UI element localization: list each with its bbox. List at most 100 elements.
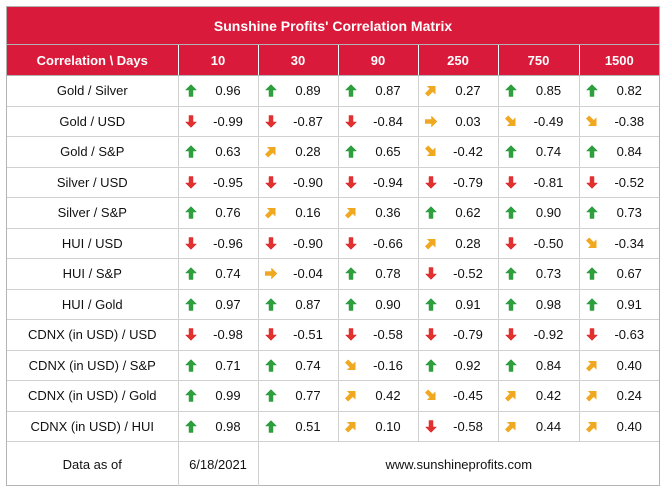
- correlation-cell: 0.44: [497, 411, 579, 442]
- header-correlation-days: Correlation \ Days: [7, 44, 178, 76]
- correlation-cell: 0.67: [578, 258, 660, 290]
- correlation-cell: -0.96: [177, 228, 258, 259]
- correlation-cell: 0.42: [337, 380, 418, 412]
- arrow-down-icon: [499, 237, 523, 250]
- correlation-cell: 0.74: [497, 136, 579, 168]
- arrow-down-icon: [259, 176, 283, 189]
- correlation-cell: 0.73: [578, 197, 660, 229]
- header-days-250: 250: [417, 44, 498, 76]
- correlation-value: -0.79: [453, 327, 483, 343]
- correlation-value: 0.82: [616, 83, 642, 99]
- correlation-cell: 0.28: [417, 228, 498, 259]
- arrow-down-right-icon: [339, 359, 363, 372]
- correlation-value: -0.81: [533, 174, 564, 190]
- correlation-cell: -0.90: [257, 228, 338, 259]
- table-row: CDNX (in USD) / Gold 0.99 0.77 0.42 -0.45 0.4…: [7, 380, 660, 412]
- correlation-cell: 0.96: [177, 75, 258, 107]
- correlation-value: 0.27: [455, 83, 481, 99]
- correlation-cell: -0.45: [417, 380, 498, 412]
- correlation-value: 0.40: [616, 357, 642, 373]
- arrow-up-icon: [259, 389, 283, 402]
- correlation-value: -0.58: [453, 418, 483, 434]
- correlation-cell: -0.16: [337, 350, 418, 381]
- table-row: HUI / S&P 0.74 -0.04 0.78 -0.52 0.73 0.67: [7, 258, 660, 290]
- correlation-cell: 0.10: [337, 411, 418, 442]
- arrow-up-icon: [339, 145, 363, 158]
- correlation-cell: 0.76: [177, 197, 258, 229]
- correlation-cell: 0.40: [578, 411, 660, 442]
- correlation-cell: -0.81: [497, 167, 579, 198]
- correlation-cell: 0.87: [257, 289, 338, 320]
- correlation-value: 0.91: [455, 296, 481, 312]
- correlation-cell: 0.98: [497, 289, 579, 320]
- arrow-down-right-icon: [580, 237, 604, 250]
- correlation-value: 0.28: [455, 235, 481, 251]
- arrow-down-icon: [179, 176, 203, 189]
- correlation-cell: -0.63: [578, 319, 660, 351]
- correlation-value: -0.52: [614, 174, 645, 190]
- correlation-value: -0.45: [453, 388, 483, 404]
- header-days-30: 30: [257, 44, 338, 76]
- correlation-cell: 0.98: [177, 411, 258, 442]
- correlation-value: 0.98: [215, 418, 241, 434]
- correlation-value: -0.84: [373, 113, 403, 129]
- correlation-value: -0.51: [293, 327, 323, 343]
- correlation-cell: 0.92: [417, 350, 498, 381]
- arrow-up-icon: [339, 297, 363, 311]
- correlation-cell: 0.78: [337, 258, 418, 290]
- correlation-value: 0.42: [375, 388, 401, 404]
- row-label: Silver / USD: [7, 167, 178, 198]
- arrow-down-icon: [339, 328, 363, 342]
- correlation-cell: 0.03: [417, 106, 498, 137]
- correlation-cell: -0.38: [578, 106, 660, 137]
- correlation-value: 0.10: [375, 418, 401, 434]
- correlation-value: 0.67: [616, 266, 642, 282]
- arrow-up-icon: [580, 297, 604, 311]
- correlation-value: -0.90: [293, 174, 323, 190]
- correlation-value: 0.74: [215, 266, 241, 282]
- correlation-value: -0.66: [373, 235, 403, 251]
- arrow-up-icon: [339, 84, 363, 97]
- data-as-of-label: Data as of: [62, 456, 122, 472]
- correlation-value: 0.24: [616, 388, 642, 404]
- correlation-cell: 0.89: [257, 75, 338, 107]
- arrow-right-icon: [259, 267, 283, 280]
- arrow-down-icon: [419, 267, 443, 281]
- row-label: CDNX (in USD) / Gold: [7, 380, 178, 412]
- correlation-value: -0.96: [213, 235, 243, 251]
- arrow-up-right-icon: [259, 145, 283, 158]
- correlation-value: 0.96: [215, 83, 241, 99]
- arrow-down-right-icon: [580, 115, 604, 128]
- correlation-cell: 0.85: [497, 75, 579, 107]
- correlation-cell: -0.42: [417, 136, 498, 168]
- correlation-cell: -0.99: [177, 106, 258, 137]
- arrow-right-icon: [419, 115, 443, 128]
- arrow-up-right-icon: [419, 237, 443, 250]
- arrow-down-icon: [339, 176, 363, 189]
- arrow-down-right-icon: [419, 389, 443, 402]
- correlation-cell: 0.40: [578, 350, 660, 381]
- correlation-cell: 0.27: [417, 75, 498, 107]
- arrow-up-right-icon: [499, 389, 523, 402]
- arrow-up-icon: [499, 358, 523, 372]
- arrow-up-icon: [580, 206, 604, 219]
- row-label: CDNX (in USD) / S&P: [7, 350, 178, 381]
- correlation-cell: -0.95: [177, 167, 258, 198]
- correlation-cell: 0.99: [177, 380, 258, 412]
- correlation-cell: -0.98: [177, 319, 258, 351]
- arrow-up-icon: [499, 84, 523, 97]
- arrow-down-icon: [339, 115, 363, 128]
- header-days-1500: 1500: [578, 44, 660, 76]
- arrow-down-right-icon: [419, 145, 443, 158]
- table-row: CDNX (in USD) / HUI 0.98 0.51 0.10 -0.58 0.44…: [7, 411, 660, 442]
- table-row: Silver / S&P 0.76 0.16 0.36 0.62 0.90 0.73: [7, 197, 660, 229]
- correlation-cell: -0.58: [337, 319, 418, 351]
- row-label: CDNX (in USD) / HUI: [7, 411, 178, 442]
- header-days-10: 10: [177, 44, 258, 76]
- arrow-down-icon: [179, 115, 203, 128]
- arrow-down-icon: [179, 237, 203, 250]
- arrow-down-icon: [499, 328, 523, 342]
- correlation-value: 0.44: [535, 418, 562, 434]
- correlation-cell: -0.84: [337, 106, 418, 137]
- correlation-value: 0.84: [616, 144, 642, 160]
